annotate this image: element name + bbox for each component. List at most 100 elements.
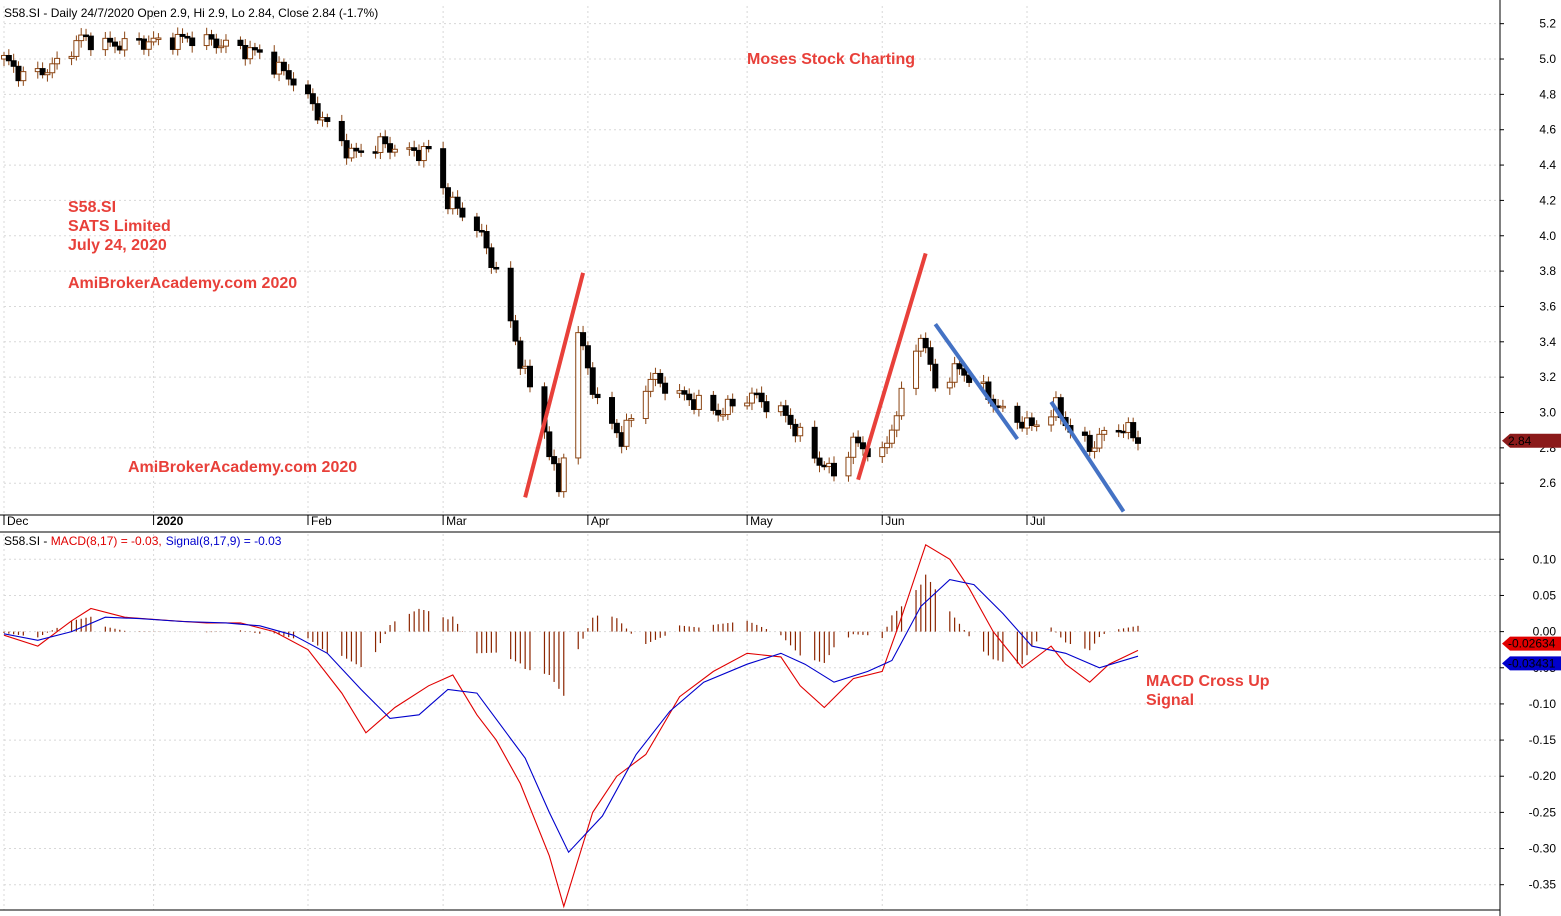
candle-body — [247, 47, 254, 60]
candle-body — [478, 229, 485, 233]
candle-body — [859, 442, 866, 450]
candle-body — [116, 45, 123, 51]
candle-body — [358, 150, 365, 153]
candle-body — [1115, 429, 1122, 433]
candle-body — [980, 381, 987, 384]
last-close-badge-text: 2.84 — [1508, 434, 1532, 448]
candle-body — [724, 398, 731, 416]
price-tick-label: 5.2 — [1539, 17, 1556, 31]
candle-body — [1024, 417, 1031, 429]
candle-body — [830, 462, 837, 477]
candle-body — [203, 34, 210, 47]
candle-body — [691, 399, 698, 410]
trendline — [933, 322, 1019, 441]
candle-body — [208, 34, 215, 40]
candle-body — [140, 38, 147, 50]
candle-body — [1, 54, 7, 60]
candle-body — [411, 147, 418, 151]
macd-annotation: MACD Cross Up — [1146, 673, 1270, 690]
candle-body — [652, 372, 659, 380]
candle-body — [218, 45, 225, 49]
macd-grid — [3, 534, 1500, 910]
date-tick-label: Feb — [311, 514, 332, 528]
macd-header-symbol: S58.SI - — [4, 534, 51, 548]
candle-body — [44, 72, 51, 76]
candle-body — [473, 216, 480, 231]
candle-body — [20, 71, 27, 82]
macd-tick-label: 0.10 — [1533, 552, 1557, 566]
price-tick-label: 4.8 — [1539, 87, 1556, 101]
candle-body — [440, 148, 447, 189]
candle-body — [420, 145, 427, 162]
macd-lines — [3, 543, 1139, 909]
candle-body — [777, 405, 784, 413]
candle-body — [758, 392, 765, 403]
candle-body — [613, 422, 620, 434]
candle-body — [647, 378, 654, 392]
candle-body — [879, 447, 886, 458]
candle-body — [348, 147, 355, 159]
candle-body — [1028, 417, 1035, 426]
price-tick-label: 4.0 — [1539, 229, 1556, 243]
candle-body — [623, 419, 630, 447]
price-grid — [3, 6, 1500, 515]
candle-body — [580, 332, 587, 347]
candle-body — [507, 267, 514, 322]
candlestick-series — [1, 27, 1141, 498]
candle-body — [493, 266, 500, 270]
candle-body — [237, 39, 244, 46]
price-annotation: AmiBrokerAcademy.com 2020 — [128, 459, 357, 476]
candle-body — [73, 40, 80, 57]
candle-body — [946, 381, 953, 389]
candle-body — [406, 147, 413, 150]
candle-body — [961, 368, 968, 376]
price-tick-label: 3.4 — [1539, 335, 1556, 349]
candle-body — [1081, 431, 1088, 436]
candle-body — [1019, 421, 1026, 429]
macd-value-badge-shape — [1502, 636, 1561, 651]
date-tick-label: 2020 — [157, 514, 184, 528]
candle-body — [560, 457, 567, 493]
candle-body — [584, 345, 591, 369]
candle-body — [555, 463, 562, 493]
macd-line — [3, 543, 1139, 909]
candle-body — [391, 148, 398, 153]
macd-annotation: Signal — [1146, 692, 1194, 709]
price-tick-label: 3.8 — [1539, 264, 1556, 278]
candle-body — [855, 436, 862, 444]
candle-body — [1135, 437, 1141, 444]
candle-body — [792, 423, 799, 437]
date-tick-label: May — [750, 514, 773, 528]
candle-body — [213, 38, 220, 49]
candle-body — [681, 390, 688, 395]
candle-body — [966, 374, 973, 383]
candle-body — [913, 350, 920, 389]
candle-body — [1120, 430, 1127, 434]
price-tick-label: 5.0 — [1539, 52, 1556, 66]
candle-body — [710, 394, 717, 411]
candle-body — [309, 93, 316, 105]
candle-body — [1130, 422, 1137, 439]
candle-body — [1014, 405, 1021, 423]
signal-value-badge-shape — [1502, 656, 1561, 671]
date-tick-label: Jun — [885, 514, 904, 528]
candle-body — [753, 392, 760, 396]
candle-body — [522, 365, 529, 369]
signal-value-badge-text: -0.03431 — [1508, 656, 1556, 670]
candle-body — [39, 68, 46, 76]
annotations: Moses Stock Charting S58.SI SATS Limited Ju… — [68, 51, 1270, 709]
candle-body — [15, 65, 22, 82]
candle-body — [251, 47, 258, 51]
price-annotation: AmiBrokerAcademy.com 2020 — [68, 275, 297, 292]
macd-tick-label: -0.35 — [1529, 878, 1557, 892]
candle-body — [575, 332, 582, 459]
candle-body — [1125, 422, 1132, 433]
candle-body — [343, 140, 350, 159]
candle-body — [136, 38, 143, 41]
candle-body — [488, 247, 495, 268]
macd-tick-label: -0.30 — [1529, 842, 1557, 856]
candle-body — [787, 414, 794, 425]
candle-body — [594, 393, 601, 399]
price-annotation: S58.SI — [68, 199, 116, 216]
